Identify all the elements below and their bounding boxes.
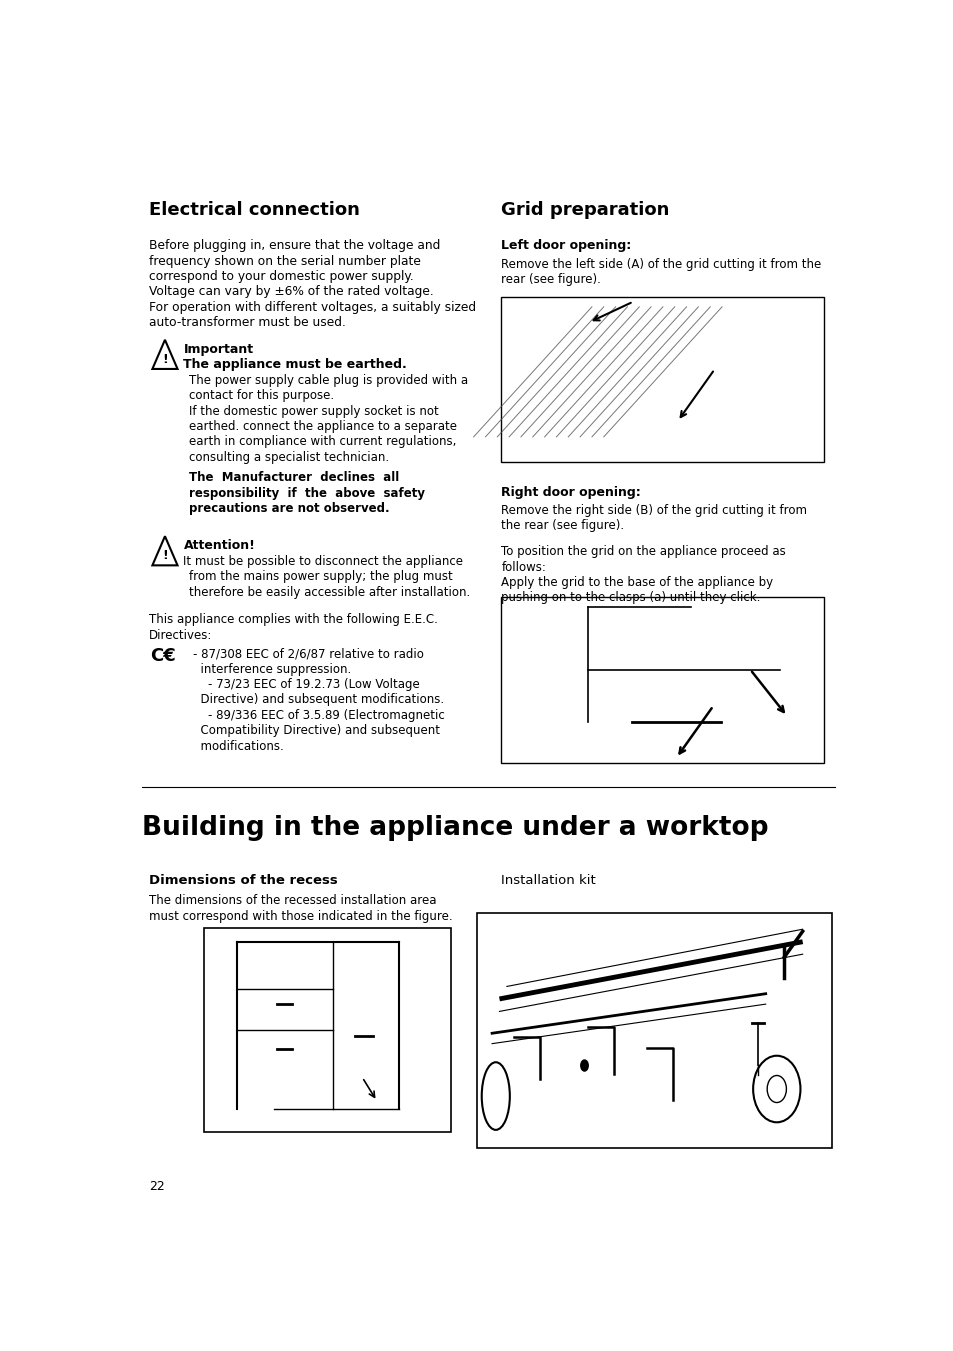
Text: auto-transformer must be used.: auto-transformer must be used. (149, 316, 345, 330)
FancyBboxPatch shape (204, 928, 451, 1132)
Text: The  Manufacturer  declines  all: The Manufacturer declines all (189, 471, 399, 484)
Text: Grid preparation: Grid preparation (500, 200, 669, 219)
Text: from the mains power supply; the plug must: from the mains power supply; the plug mu… (189, 570, 453, 584)
Text: Apply the grid to the base of the appliance by: Apply the grid to the base of the applia… (500, 576, 773, 589)
Text: Directives:: Directives: (149, 628, 212, 642)
Text: Remove the right side (B) of the grid cutting it from: Remove the right side (B) of the grid cu… (500, 504, 806, 517)
Text: interference suppression.: interference suppression. (193, 663, 351, 676)
Text: precautions are not observed.: precautions are not observed. (189, 503, 390, 515)
Text: The appliance must be earthed.: The appliance must be earthed. (183, 358, 407, 372)
Text: The dimensions of the recessed installation area: The dimensions of the recessed installat… (149, 894, 436, 908)
Text: Compatibility Directive) and subsequent: Compatibility Directive) and subsequent (193, 724, 439, 738)
Text: frequency shown on the serial number plate: frequency shown on the serial number pla… (149, 254, 420, 267)
Text: If the domestic power supply socket is not: If the domestic power supply socket is n… (189, 404, 438, 417)
Text: Dimensions of the recess: Dimensions of the recess (149, 874, 337, 888)
Text: earthed. connect the appliance to a separate: earthed. connect the appliance to a sepa… (189, 420, 456, 432)
Text: This appliance complies with the following E.E.C.: This appliance complies with the followi… (149, 613, 437, 627)
Text: correspond to your domestic power supply.: correspond to your domestic power supply… (149, 270, 413, 282)
FancyBboxPatch shape (500, 597, 823, 763)
Text: - 87/308 EEC of 2/6/87 relative to radio: - 87/308 EEC of 2/6/87 relative to radio (193, 647, 423, 661)
Text: 22: 22 (149, 1179, 164, 1193)
Text: therefore be easily accessible after installation.: therefore be easily accessible after ins… (189, 585, 470, 598)
Text: - 89/336 EEC of 3.5.89 (Electromagnetic: - 89/336 EEC of 3.5.89 (Electromagnetic (193, 709, 444, 721)
Text: responsibility  if  the  above  safety: responsibility if the above safety (189, 486, 425, 500)
Text: rear (see figure).: rear (see figure). (500, 273, 600, 286)
Text: It must be possible to disconnect the appliance: It must be possible to disconnect the ap… (183, 555, 463, 567)
Text: Before plugging in, ensure that the voltage and: Before plugging in, ensure that the volt… (149, 239, 439, 253)
Text: The power supply cable plug is provided with a: The power supply cable plug is provided … (189, 374, 468, 386)
Text: C€: C€ (150, 647, 175, 665)
Text: modifications.: modifications. (193, 739, 283, 753)
Text: Directive) and subsequent modifications.: Directive) and subsequent modifications. (193, 693, 444, 707)
Text: !: ! (162, 353, 168, 366)
Text: To position the grid on the appliance proceed as: To position the grid on the appliance pr… (500, 546, 785, 558)
Text: For operation with different voltages, a suitably sized: For operation with different voltages, a… (149, 301, 476, 313)
Text: Installation kit: Installation kit (500, 874, 596, 888)
Circle shape (579, 1059, 588, 1071)
Text: Building in the appliance under a worktop: Building in the appliance under a workto… (142, 815, 768, 842)
Text: Left door opening:: Left door opening: (500, 239, 631, 253)
Text: consulting a specialist technician.: consulting a specialist technician. (189, 451, 389, 463)
Text: follows:: follows: (500, 561, 546, 574)
Text: Electrical connection: Electrical connection (149, 200, 359, 219)
Text: Remove the left side (A) of the grid cutting it from the: Remove the left side (A) of the grid cut… (500, 258, 821, 270)
Text: earth in compliance with current regulations,: earth in compliance with current regulat… (189, 435, 456, 449)
Text: - 73/23 EEC of 19.2.73 (Low Voltage: - 73/23 EEC of 19.2.73 (Low Voltage (193, 678, 419, 692)
FancyBboxPatch shape (500, 297, 823, 462)
FancyBboxPatch shape (476, 913, 831, 1148)
Text: must correspond with those indicated in the figure.: must correspond with those indicated in … (149, 909, 452, 923)
Text: Right door opening:: Right door opening: (500, 485, 640, 499)
Text: Important: Important (183, 343, 253, 355)
Text: Voltage can vary by ±6% of the rated voltage.: Voltage can vary by ±6% of the rated vol… (149, 285, 433, 299)
Text: contact for this purpose.: contact for this purpose. (189, 389, 335, 403)
Text: the rear (see figure).: the rear (see figure). (500, 519, 624, 532)
Text: Attention!: Attention! (183, 539, 255, 553)
Text: !: ! (162, 550, 168, 562)
Text: pushing on to the clasps (a) until they click.: pushing on to the clasps (a) until they … (500, 592, 760, 604)
